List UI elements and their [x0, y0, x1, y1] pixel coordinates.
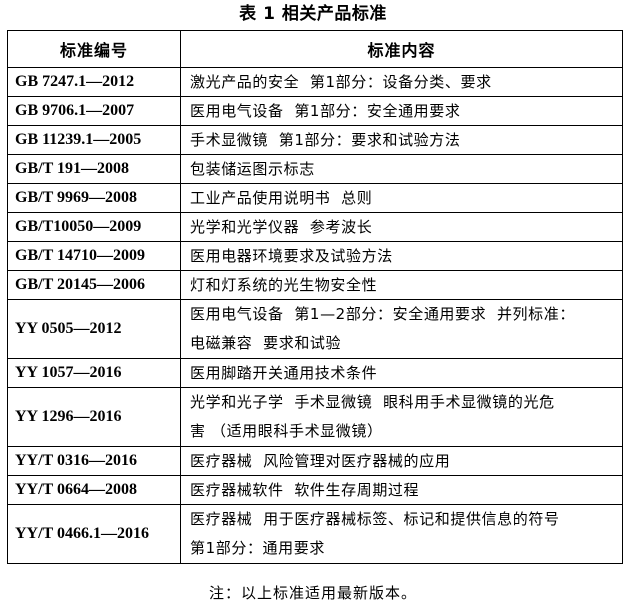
cell-content-line: 医用电器环境要求及试验方法 — [190, 247, 393, 265]
cell-standard-content: 医用脚踏开关通用技术条件 — [180, 358, 623, 388]
cell-standard-number: YY/T 0664—2008 — [7, 475, 181, 505]
table-row: GB/T10050—2009 光学和光学仪器 参考波长 — [7, 212, 623, 242]
table-row: YY 1057—2016 医用脚踏开关通用技术条件 — [7, 358, 623, 388]
table-row: GB 11239.1—2005 手术显微镜 第1部分：要求和试验方法 — [7, 125, 623, 155]
cell-content-line: 医用电气设备 第1部分：安全通用要求 — [190, 102, 461, 120]
cell-standard-number: YY 1296—2016 — [7, 387, 181, 447]
cell-standard-content: 医疗器械 用于医疗器械标签、标记和提供信息的符号 第1部分：通用要求 — [180, 504, 623, 564]
cell-standard-number: GB/T 20145—2006 — [7, 270, 181, 300]
table-row: YY 1296—2016 光学和光子学 手术显微镜 眼科用手术显微镜的光危害 （适… — [7, 387, 623, 447]
cell-content-line: 包装储运图示标志 — [190, 160, 315, 178]
cell-standard-number: YY 1057—2016 — [7, 358, 181, 388]
cell-content-line: 光学和光学仪器 参考波长 — [190, 218, 373, 236]
table-row: YY/T 0664—2008 医疗器械软件 软件生存周期过程 — [7, 475, 623, 505]
standards-table: 标准编号 标准内容 GB 7247.1—2012 激光产品的安全 第1部分：设备分… — [7, 30, 623, 564]
cell-standard-number: YY 0505—2012 — [7, 299, 181, 359]
cell-standard-content: 光学和光学仪器 参考波长 — [180, 212, 623, 242]
cell-standard-number: GB/T10050—2009 — [7, 212, 181, 242]
table-row: YY/T 0316—2016 医疗器械 风险管理对医疗器械的应用 — [7, 446, 623, 476]
cell-standard-number: GB 11239.1—2005 — [7, 125, 181, 155]
cell-standard-content: 医用电气设备 第1—2部分：安全通用要求 并列标准： 电磁兼容 要求和试验 — [180, 299, 623, 359]
table-header-row: 标准编号 标准内容 — [7, 30, 623, 68]
table-row: YY 0505—2012 医用电气设备 第1—2部分：安全通用要求 并列标准： 电磁… — [7, 299, 623, 359]
cell-content-line: 医疗器械软件 软件生存周期过程 — [190, 481, 420, 499]
cell-content-line: 医疗器械 风险管理对医疗器械的应用 — [190, 452, 451, 470]
cell-standard-content: 手术显微镜 第1部分：要求和试验方法 — [180, 125, 623, 155]
page-title: 表 1 相关产品标准 — [239, 4, 387, 24]
cell-standard-content: 医用电器环境要求及试验方法 — [180, 241, 623, 271]
cell-standard-number: GB 9706.1—2007 — [7, 96, 181, 126]
cell-standard-content: 医用电气设备 第1部分：安全通用要求 — [180, 96, 623, 126]
table-body: GB 7247.1—2012 激光产品的安全 第1部分：设备分类、要求 GB 970… — [7, 67, 623, 564]
cell-content-line: 灯和灯系统的光生物安全性 — [190, 276, 378, 294]
table-row: GB 7247.1—2012 激光产品的安全 第1部分：设备分类、要求 — [7, 67, 623, 97]
cell-standard-number: GB/T 9969—2008 — [7, 183, 181, 213]
column-header-standard-content: 标准内容 — [180, 30, 623, 68]
table-row: YY/T 0466.1—2016 医疗器械 用于医疗器械标签、标记和提供信息的符号… — [7, 504, 623, 564]
cell-standard-content: 医疗器械 风险管理对医疗器械的应用 — [180, 446, 623, 476]
cell-content-line: 医疗器械 用于医疗器械标签、标记和提供信息的符号 — [190, 510, 560, 528]
table-row: GB/T 14710—2009 医用电器环境要求及试验方法 — [7, 241, 623, 271]
cell-standard-content: 灯和灯系统的光生物安全性 — [180, 270, 623, 300]
table-note: 注：以上标准适用最新版本。 — [208, 584, 417, 602]
cell-standard-number: GB/T 14710—2009 — [7, 241, 181, 271]
table-header: 标准编号 标准内容 — [7, 30, 623, 68]
cell-content-line: 医用电气设备 第1—2部分：安全通用要求 并列标准： — [190, 305, 575, 323]
cell-content-line: 光学和光子学 手术显微镜 眼科用手术显微镜的光危 — [190, 393, 555, 411]
table-row: GB/T 20145—2006 灯和灯系统的光生物安全性 — [7, 270, 623, 300]
cell-standard-content: 包装储运图示标志 — [180, 154, 623, 184]
cell-standard-content: 工业产品使用说明书 总则 — [180, 183, 623, 213]
cell-standard-number: YY/T 0316—2016 — [7, 446, 181, 476]
cell-content-line: 害 （适用眼科手术显微镜） — [190, 422, 383, 440]
table-row: GB 9706.1—2007 医用电气设备 第1部分：安全通用要求 — [7, 96, 623, 126]
cell-standard-content: 光学和光子学 手术显微镜 眼科用手术显微镜的光危害 （适用眼科手术显微镜） — [180, 387, 623, 447]
cell-content-line: 工业产品使用说明书 总则 — [190, 189, 373, 207]
column-header-standard-number: 标准编号 — [7, 30, 181, 68]
cell-content-line: 电磁兼容 要求和试验 — [190, 334, 342, 352]
table-row: GB/T 9969—2008 工业产品使用说明书 总则 — [7, 183, 623, 213]
cell-standard-number: GB/T 191—2008 — [7, 154, 181, 184]
cell-standard-number: GB 7247.1—2012 — [7, 67, 181, 97]
cell-content-line: 激光产品的安全 第1部分：设备分类、要求 — [190, 73, 492, 91]
cell-content-line: 医用脚踏开关通用技术条件 — [190, 364, 378, 382]
cell-content-line: 第1部分：通用要求 — [190, 539, 325, 557]
cell-content-line: 手术显微镜 第1部分：要求和试验方法 — [190, 131, 461, 149]
cell-standard-number: YY/T 0466.1—2016 — [7, 504, 181, 564]
cell-standard-content: 医疗器械软件 软件生存周期过程 — [180, 475, 623, 505]
table-row: GB/T 191—2008 包装储运图示标志 — [7, 154, 623, 184]
cell-standard-content: 激光产品的安全 第1部分：设备分类、要求 — [180, 67, 623, 97]
